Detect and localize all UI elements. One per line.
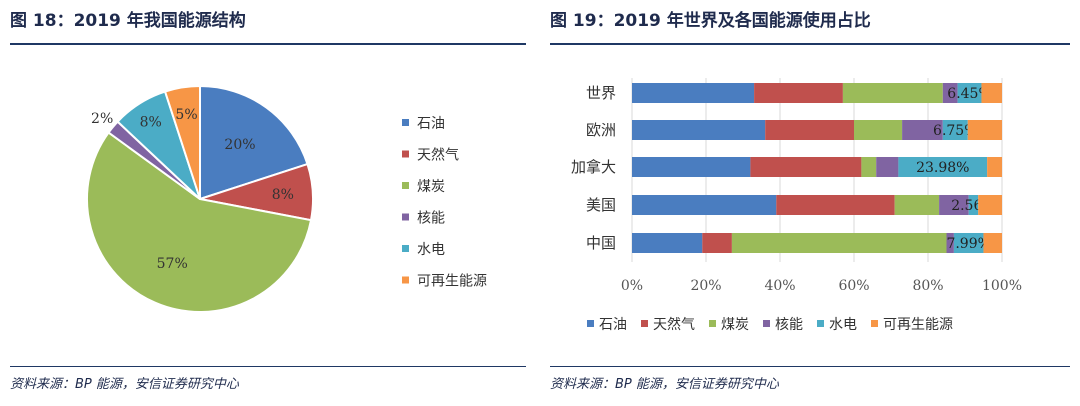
bar-segment-item-1	[765, 120, 854, 140]
right-title-rule	[550, 43, 1070, 45]
pie-legend-swatch	[402, 119, 409, 126]
pie-legend-swatch	[402, 150, 409, 158]
bar-segment-item-0	[632, 233, 703, 253]
bar-segment-item-5	[987, 157, 1002, 177]
bar-legend-label: 核能	[775, 317, 803, 333]
x-tick-label: 80%	[912, 278, 943, 294]
bar-segment-item-2	[731, 233, 947, 253]
pie-slice-label: 2%	[91, 111, 113, 127]
x-tick-label: 60%	[838, 278, 869, 294]
bar-legend-swatch	[641, 320, 648, 327]
pie-slice-label: 5%	[175, 107, 197, 123]
bar-legend-swatch	[587, 320, 594, 327]
left-title-rule	[10, 43, 526, 45]
bar-legend-label: 天然气	[653, 316, 695, 333]
x-tick-label: 20%	[690, 278, 721, 294]
bar-data-label: 6.75%	[933, 123, 977, 139]
pie-slice-label: 8%	[272, 187, 294, 203]
pie-legend-label: 煤炭	[417, 179, 445, 195]
y-category-label: 欧洲	[586, 121, 616, 139]
pie-legend-swatch	[402, 276, 409, 284]
bar-legend-swatch	[709, 320, 716, 327]
bar-legend-swatch	[871, 320, 878, 327]
pie-slice-item-2	[86, 131, 313, 313]
right-figure-title: 图 19：2019 年世界及各国能源使用占比	[550, 11, 871, 31]
bar-segment-item-2	[894, 195, 940, 215]
bar-segment-item-5	[981, 83, 1002, 103]
bar-segment-item-3	[946, 233, 954, 253]
bar-segment-item-5	[983, 233, 1002, 253]
bar-legend-swatch	[763, 320, 770, 327]
bar-segment-item-1	[702, 233, 732, 253]
bar-segment-item-4	[942, 120, 968, 140]
y-category-label: 世界	[586, 84, 616, 102]
bar-segment-item-5	[967, 120, 1002, 140]
bar-segment-item-4	[898, 157, 988, 177]
right-source-rule	[550, 366, 1070, 367]
bar-segment-item-4	[968, 195, 979, 215]
bar-segment-item-0	[632, 195, 777, 215]
pie-legend-swatch	[402, 245, 409, 252]
pie-legend-label: 天然气	[417, 147, 459, 164]
left-source-note: 资料来源：BP 能源，安信证券研究中心	[10, 377, 239, 392]
bar-segment-item-4	[957, 83, 982, 103]
bar-segment-item-2	[842, 83, 943, 103]
bar-segment-item-1	[750, 157, 862, 177]
y-category-label: 加拿大	[571, 158, 616, 176]
bar-data-label: 6.45%	[947, 86, 991, 102]
bar-data-label: 23.98%	[916, 160, 969, 176]
pie-legend-label: 可再生能源	[417, 274, 487, 290]
bar-legend-label: 煤炭	[721, 317, 749, 333]
y-category-label: 中国	[586, 234, 616, 252]
bar-segment-item-1	[754, 83, 843, 103]
bar-legend-label: 可再生能源	[883, 317, 953, 333]
bar-segment-item-0	[632, 120, 766, 140]
left-figure-title: 图 18：2019 年我国能源结构	[10, 11, 246, 31]
bar-segment-item-5	[978, 195, 1002, 215]
pie-slice-label: 8%	[140, 114, 162, 130]
bar-segment-item-3	[876, 157, 899, 177]
pie-legend-swatch	[402, 213, 409, 221]
bar-segment-item-2	[861, 157, 877, 177]
pie-legend-swatch	[402, 182, 409, 189]
bar-segment-item-3	[939, 195, 969, 215]
bar-segment-item-4	[953, 233, 984, 253]
bar-segment-item-3	[902, 120, 943, 140]
pie-slice-label: 20%	[224, 137, 255, 153]
pie-slice-item-5	[163, 84, 201, 200]
left-figure-panel: 图 18：2019 年我国能源结构 20% 8% 57% 2% 8% 5% 石油天然气煤炭核…	[10, 0, 526, 406]
right-source-note: 资料来源：BP 能源，安信证券研究中心	[550, 377, 779, 392]
right-figure-panel: 图 19：2019 年世界及各国能源使用占比 0% 20% 40% 60% 80% 100…	[550, 0, 1070, 406]
bar-legend-label: 石油	[599, 317, 627, 333]
bar-segment-item-1	[776, 195, 895, 215]
bar-legend-label: 水电	[829, 317, 857, 333]
pie-legend-label: 核能	[417, 211, 445, 227]
x-tick-label: 0%	[621, 278, 643, 294]
x-tick-label: 40%	[764, 278, 795, 294]
bar-data-label: 7.99%	[946, 236, 990, 252]
pie-slice-label: 57%	[157, 256, 188, 272]
pie-legend-label: 石油	[417, 116, 445, 132]
left-source-rule	[10, 366, 526, 367]
bar-segment-item-3	[942, 83, 958, 103]
pie-slice-item-0	[199, 84, 309, 201]
bar-segment-item-0	[632, 83, 755, 103]
bar-segment-item-0	[632, 157, 751, 177]
bar-legend-swatch	[817, 320, 824, 327]
y-category-label: 美国	[586, 196, 616, 214]
x-tick-label: 100%	[982, 278, 1022, 294]
pie-legend-label: 水电	[417, 242, 445, 258]
bar-segment-item-2	[854, 120, 903, 140]
